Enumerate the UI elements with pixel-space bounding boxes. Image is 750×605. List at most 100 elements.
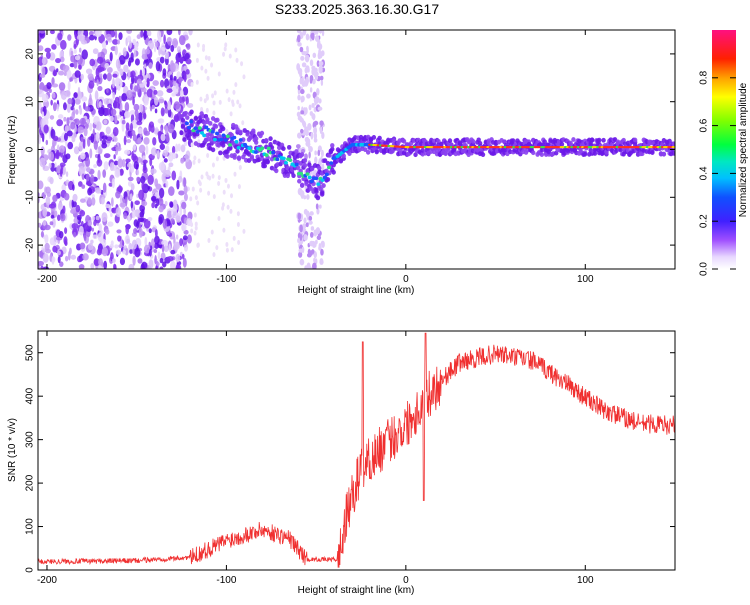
noise-blob	[134, 58, 140, 66]
noise-blob	[148, 228, 152, 234]
faint-noise-blob	[242, 74, 246, 80]
ridge-core	[329, 161, 334, 165]
noise-blob	[186, 43, 191, 50]
noise-blob	[148, 123, 152, 133]
noise-blob	[88, 31, 94, 36]
noise-blob	[69, 247, 72, 255]
streak-blob	[309, 111, 314, 116]
ridge-halo	[447, 138, 453, 144]
noise-blob	[130, 165, 135, 174]
ridge-halo	[531, 150, 536, 156]
noise-blob	[148, 241, 151, 247]
streak-blob	[313, 257, 316, 263]
noise-blob	[98, 258, 104, 267]
noise-blob	[48, 162, 52, 169]
streak-blob	[297, 132, 302, 139]
noise-blob	[129, 110, 137, 115]
noise-blob	[49, 221, 54, 226]
faint-noise-blob	[222, 227, 226, 233]
noise-blob	[132, 155, 139, 163]
faint-noise-blob	[211, 93, 215, 99]
streak-blob	[297, 105, 300, 111]
streak-blob	[312, 52, 317, 59]
noise-blob	[99, 73, 103, 78]
noise-blob	[90, 263, 95, 269]
noise-blob	[44, 224, 51, 231]
noise-blob	[56, 68, 59, 73]
noise-blob	[79, 209, 86, 217]
noise-blob	[89, 148, 93, 159]
ridge-halo	[331, 169, 336, 175]
noise-blob	[111, 207, 115, 213]
streak-blob	[300, 128, 304, 134]
noise-blob	[158, 187, 165, 199]
ridge-core	[197, 126, 202, 130]
y-tick-label: 10	[25, 96, 36, 108]
spectrogram-x-label: Height of straight line (km)	[298, 285, 415, 296]
noise-blob	[130, 183, 135, 191]
noise-blob	[170, 218, 175, 224]
ridge-halo	[182, 137, 187, 142]
noise-blob	[98, 66, 105, 72]
noise-blob	[81, 49, 88, 60]
noise-blob	[134, 42, 139, 48]
faint-noise-blob	[190, 82, 194, 88]
ridge-halo	[318, 186, 323, 192]
noise-blob	[169, 77, 174, 88]
noise-blob	[175, 143, 179, 153]
noise-blob	[70, 121, 76, 130]
noise-blob	[153, 248, 158, 254]
noise-blob	[72, 200, 77, 208]
noise-blob	[143, 137, 150, 145]
ridge-halo	[304, 181, 309, 186]
noise-blob	[38, 260, 44, 266]
noise-blob	[184, 52, 190, 60]
noise-blob	[80, 73, 84, 81]
noise-blob	[143, 218, 151, 229]
noise-blob	[146, 88, 154, 98]
faint-noise-blob	[226, 183, 230, 189]
noise-blob	[114, 114, 118, 124]
faint-noise-blob	[236, 99, 240, 105]
streak-blob	[312, 114, 316, 121]
streak-blob	[298, 248, 303, 253]
noise-blob	[155, 183, 162, 190]
streak-blob	[299, 70, 303, 78]
noise-blob	[138, 144, 146, 154]
faint-noise-blob	[197, 179, 201, 185]
faint-noise-blob	[242, 228, 246, 234]
streak-blob	[308, 220, 313, 225]
ridge-halo	[180, 117, 186, 123]
streak-blob	[314, 150, 317, 156]
noise-blob	[42, 253, 49, 263]
noise-blob	[61, 184, 67, 192]
noise-blob	[151, 104, 155, 110]
noise-blob	[123, 135, 127, 146]
noise-blob	[140, 87, 147, 93]
noise-blob	[92, 234, 98, 240]
noise-blob	[74, 55, 81, 61]
noise-blob	[113, 160, 119, 166]
faint-noise-blob	[233, 171, 237, 177]
noise-blob	[153, 45, 157, 53]
noise-blob	[72, 193, 78, 202]
noise-blob	[171, 152, 177, 160]
noise-blob	[51, 77, 55, 86]
ridge-halo	[661, 151, 667, 157]
ridge-halo	[251, 128, 256, 134]
noise-blob	[42, 266, 50, 269]
ridge-halo	[436, 138, 441, 144]
streak-blob	[320, 50, 325, 57]
noise-blob	[147, 174, 154, 186]
ridge-halo	[322, 158, 328, 163]
streak-blob	[320, 149, 324, 158]
ridge-core	[320, 178, 325, 182]
noise-blob	[159, 143, 166, 150]
streak-blob	[318, 204, 322, 209]
ridge-core	[232, 135, 237, 140]
noise-blob	[157, 251, 161, 260]
noise-blob	[57, 255, 61, 264]
noise-blob	[153, 242, 159, 249]
noise-blob	[106, 88, 109, 94]
